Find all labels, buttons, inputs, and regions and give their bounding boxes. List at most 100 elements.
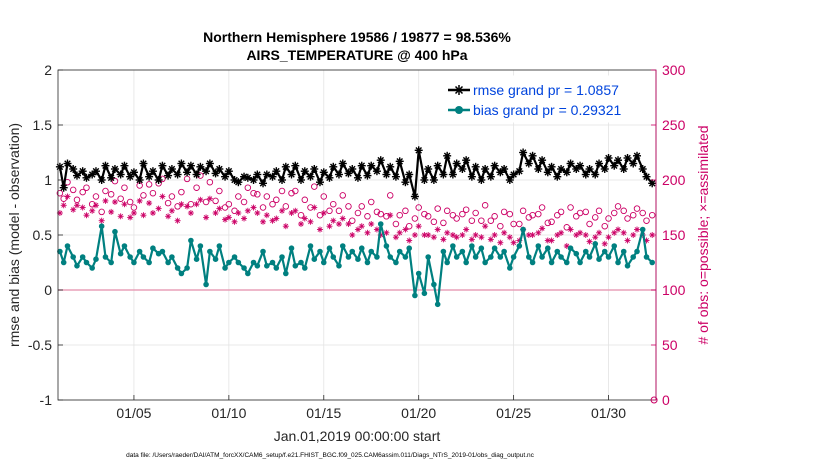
rmse-point [585, 165, 594, 173]
obs-possible-marker [117, 195, 124, 202]
obs-assimilated-marker [121, 201, 128, 208]
rmse-point [433, 161, 442, 170]
series-layer [55, 146, 657, 308]
bias-point [197, 243, 204, 249]
obs-assimilated-marker [326, 223, 333, 230]
bias-point [510, 254, 517, 260]
rmse-point [481, 165, 490, 173]
rmse-point [486, 172, 495, 181]
bias-point [269, 259, 276, 266]
bias-point [488, 254, 494, 260]
obs-assimilated-marker [440, 236, 447, 243]
rmse-point [234, 178, 243, 187]
chart-title-line2: AIRS_TEMPERATURE @ 400 hPa [246, 47, 467, 63]
obs-assimilated-marker [478, 234, 485, 241]
rmse-point [505, 176, 514, 184]
obs-assimilated-marker [415, 223, 422, 230]
rmse-point [439, 170, 448, 179]
obs-possible-marker [121, 184, 128, 191]
bias-point [117, 250, 124, 257]
obs-possible-marker [373, 208, 381, 216]
rmse-point [448, 170, 457, 179]
bias-point [643, 254, 650, 260]
obs-possible-marker [145, 181, 153, 188]
obs-possible-marker [443, 207, 451, 215]
obs-assimilated-marker [501, 229, 508, 236]
legend-bias-label: bias grand pr = 0.29321 [473, 102, 621, 118]
obs-assimilated-marker [292, 207, 299, 214]
obs-possible-marker [620, 207, 627, 215]
rmse-point [562, 168, 571, 177]
bias-point [453, 254, 460, 260]
obs-assimilated-marker [92, 202, 99, 209]
obs-assimilated-marker [206, 195, 213, 202]
rmse-point [139, 159, 148, 168]
rmse-point [177, 159, 186, 168]
obs-assimilated-marker [544, 237, 551, 244]
bias-point [472, 254, 479, 260]
rmse-point [382, 170, 391, 179]
obs-assimilated-marker [459, 232, 466, 238]
obs-assimilated-marker [216, 205, 223, 212]
chart-title-line1: Northern Hemisphere 19586 / 19877 = 98.5… [203, 29, 511, 45]
bias-point [349, 248, 356, 255]
obs-possible-marker [573, 213, 580, 220]
obs-assimilated-marker [368, 221, 375, 227]
obs-possible-marker [292, 187, 299, 195]
obs-assimilated-marker [354, 226, 361, 233]
obs-possible-marker [563, 224, 571, 231]
obs-possible-marker [519, 207, 527, 215]
bias-point [421, 290, 428, 297]
bias-point [174, 265, 181, 271]
obs-assimilated-marker [316, 226, 323, 233]
right-y-axis-ticks: 300 250 200 150 100 50 0 [651, 62, 686, 408]
right-y-tick-label: 300 [662, 62, 686, 78]
obs-possible-marker [595, 207, 603, 215]
rmse-point [120, 161, 129, 170]
x-axis-ticks: 01/05 01/10 01/15 01/20 01/25 01/30 [116, 395, 626, 421]
x-tick-label: 01/30 [591, 405, 626, 421]
obs-possible-marker [405, 222, 413, 230]
obs-assimilated-marker [364, 229, 371, 236]
x-axis-label: Jan.01,2019 00:00:00 start [274, 428, 441, 444]
rmse-point [509, 170, 518, 179]
obs-count-markers [56, 172, 658, 404]
right-y-tick-label: 0 [662, 392, 670, 408]
obs-possible-marker [411, 215, 419, 222]
bias-point [554, 248, 561, 255]
legend-bias-marker [455, 106, 463, 114]
x-tick-label: 01/25 [496, 405, 531, 421]
rmse-point [63, 159, 72, 168]
obs-assimilated-marker [430, 234, 437, 241]
obs-possible-marker [497, 222, 504, 230]
obs-possible-marker [605, 215, 612, 222]
obs-assimilated-marker [168, 207, 175, 214]
obs-assimilated-marker [482, 223, 489, 230]
obs-possible-marker [516, 220, 523, 228]
obs-possible-marker [92, 193, 100, 200]
rmse-point [391, 172, 400, 181]
obs-assimilated-marker [320, 210, 327, 216]
bias-point [463, 259, 469, 266]
right-y-tick-label: 200 [662, 172, 686, 188]
rmse-point [281, 162, 290, 171]
bias-point [605, 254, 612, 260]
obs-possible-marker [178, 188, 185, 196]
rmse-point [91, 167, 100, 176]
rmse-point [221, 172, 230, 181]
bias-point [526, 254, 532, 260]
bias-point [383, 243, 390, 249]
bias-point [601, 248, 608, 255]
obs-assimilated-marker [174, 217, 181, 224]
rmse-point [338, 159, 347, 168]
rmse-point [196, 162, 205, 171]
obs-assimilated-marker [425, 232, 432, 238]
left-y-tick-label: 0.5 [33, 227, 53, 243]
bias-point [558, 254, 564, 260]
bias-point [520, 226, 526, 233]
rmse-point [202, 167, 211, 176]
rmse-point [278, 176, 287, 184]
obs-possible-marker [610, 209, 618, 217]
bias-point [298, 259, 304, 266]
obs-assimilated-marker [444, 229, 451, 236]
